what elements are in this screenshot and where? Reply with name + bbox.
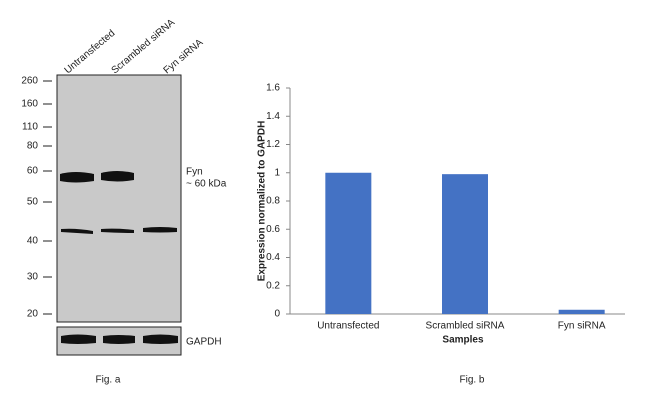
- band: [60, 172, 94, 183]
- band-size: ~ 60 kDa: [186, 179, 227, 190]
- band: [61, 228, 93, 234]
- band: [143, 227, 177, 233]
- marker-label: 80: [27, 141, 39, 152]
- x-tick-label: Scrambled siRNA: [426, 321, 505, 332]
- y-tick-label: 0.2: [266, 280, 280, 291]
- marker-label: 60: [27, 166, 39, 177]
- band: [103, 335, 135, 344]
- band: [101, 171, 134, 182]
- y-tick-label: 1.2: [266, 139, 280, 150]
- caption: Fig. b: [459, 375, 484, 386]
- blot-membrane: [56, 74, 182, 323]
- y-tick-label: 1.4: [266, 111, 280, 122]
- bar-chart: Expression normalized to GAPDH Samples F…: [257, 83, 625, 386]
- caption: Fig. a: [95, 375, 120, 386]
- marker-label: 110: [22, 122, 38, 133]
- y-tick-label: 0.6: [266, 224, 280, 235]
- band: [101, 228, 134, 233]
- band: [143, 334, 178, 344]
- marker-label: 20: [27, 309, 39, 320]
- band: [61, 334, 96, 344]
- marker-label: 40: [27, 236, 39, 247]
- band-label: Fyn: [186, 167, 203, 178]
- y-tick-label: 0.8: [266, 196, 280, 207]
- bar: [558, 309, 605, 314]
- y-tick-label: 1: [274, 167, 280, 178]
- x-tick-label: Untransfected: [317, 321, 379, 332]
- y-tick-label: 0: [274, 309, 280, 320]
- marker-label: 260: [21, 76, 38, 87]
- loading-control-label: GAPDH: [186, 337, 222, 348]
- y-tick-label: 0.4: [266, 252, 280, 263]
- bar: [442, 174, 488, 314]
- marker-label: 160: [21, 99, 38, 110]
- y-axis-label: Expression normalized to GAPDH: [257, 121, 268, 282]
- marker-label: 30: [27, 272, 39, 283]
- bar: [325, 172, 372, 314]
- marker-label: 50: [27, 197, 39, 208]
- x-axis-label: Samples: [442, 335, 484, 346]
- y-tick-label: 1.6: [266, 83, 280, 94]
- x-tick-label: Fyn siRNA: [558, 321, 606, 332]
- marker-ladder: 260 160 110 80 60 50 40 30 20: [21, 76, 52, 320]
